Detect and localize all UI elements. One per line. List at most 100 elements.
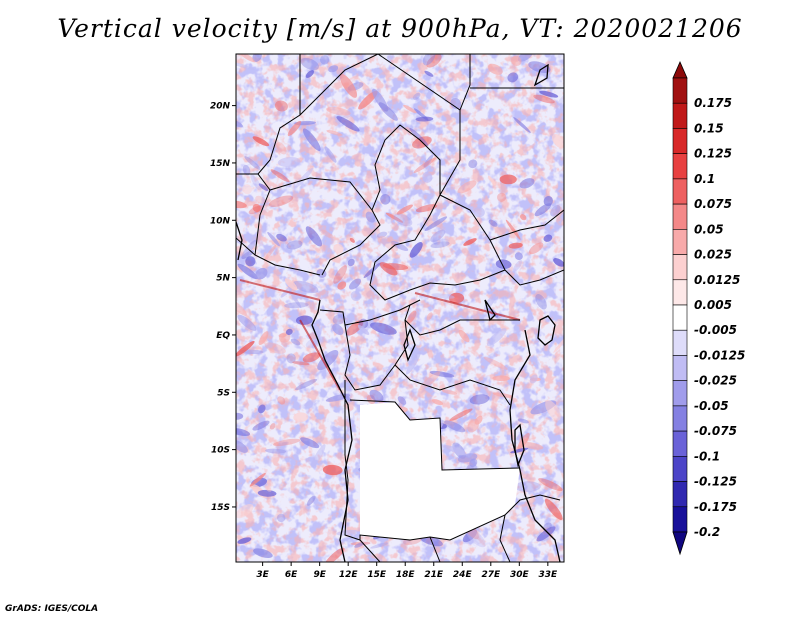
descent-patch: [390, 240, 409, 252]
descent-patch: [486, 328, 507, 347]
descent-patch: [244, 156, 261, 170]
ascent-patch: [415, 204, 438, 213]
descent-patch: [252, 54, 262, 62]
descent-patch: [253, 548, 273, 559]
descent-patch: [258, 404, 266, 414]
descent-patch: [424, 216, 448, 231]
ascent-patch: [320, 229, 334, 239]
ascent-patch: [276, 142, 287, 155]
colorbar-label: -0.005: [694, 323, 737, 337]
descent-patch: [317, 350, 339, 371]
ascent-patch: [252, 203, 261, 212]
colorbar-swatch: [672, 128, 688, 154]
descent-patch: [444, 420, 466, 433]
descent-patch: [528, 61, 551, 73]
descent-patch: [267, 231, 280, 247]
ascent-patch: [339, 73, 358, 98]
ascent-patch: [413, 157, 437, 174]
colorbar-label: -0.1: [694, 449, 720, 463]
ascent-patch: [407, 310, 417, 324]
descent-patch: [461, 82, 469, 93]
ascent-patch: [252, 136, 270, 147]
descent-patch: [422, 171, 433, 183]
ascent-patch: [499, 174, 517, 185]
colorbar-label: 0.1: [694, 172, 715, 186]
descent-patch: [295, 378, 318, 391]
ascent-patch: [349, 237, 355, 243]
descent-patch: [553, 88, 564, 110]
descent-patch: [365, 211, 376, 223]
colorbar-swatch: [672, 405, 688, 432]
ascent-patch: [511, 55, 522, 66]
ascent-patch: [302, 352, 321, 363]
x-tick-label: 30E: [510, 570, 530, 580]
descent-patch: [393, 213, 413, 227]
colorbar-swatch: [672, 481, 688, 508]
descent-patch: [284, 302, 309, 309]
y-tick-label: 5S: [217, 388, 230, 398]
descent-patch: [429, 370, 455, 378]
descent-patch: [535, 294, 547, 310]
descent-patch: [534, 203, 552, 217]
colorbar-label: -0.05: [694, 399, 729, 413]
ascent-patch: [278, 332, 291, 343]
colorbar-label: -0.0125: [694, 348, 745, 362]
descent-patch: [430, 241, 450, 249]
descent-patch: [252, 420, 270, 431]
descent-patch: [507, 72, 519, 83]
ascent-patch: [274, 100, 288, 112]
colorbar-swatch: [672, 153, 688, 180]
ascent-patch: [255, 195, 265, 204]
y-tick-label: 20N: [210, 102, 231, 112]
descent-patch: [430, 229, 446, 243]
descent-patch: [488, 219, 498, 227]
ascent-patch: [264, 342, 286, 354]
descent-patch: [258, 183, 269, 192]
descent-patch: [529, 374, 538, 384]
descent-patch: [250, 174, 262, 191]
ascent-patch: [517, 432, 530, 450]
colorbar-swatch: [672, 456, 688, 482]
descent-patch: [495, 259, 512, 269]
ascent-patch: [505, 219, 521, 240]
ascent-patch: [273, 438, 301, 447]
descent-patch: [378, 102, 398, 121]
descent-patch: [245, 256, 256, 267]
descent-patch: [305, 70, 315, 78]
colorbar-swatch: [672, 380, 688, 407]
ascent-patch: [497, 192, 507, 202]
descent-patch: [370, 542, 389, 549]
colorbar-label: -0.2: [694, 525, 720, 539]
x-tick-label: 15E: [367, 570, 387, 580]
descent-patch: [328, 65, 339, 73]
descent-patch: [450, 97, 462, 110]
descent-patch: [324, 146, 337, 163]
descent-patch: [469, 394, 490, 405]
descent-patch: [517, 418, 529, 424]
ascent-patch: [441, 389, 458, 395]
descent-patch: [300, 437, 320, 449]
ascent-patch: [265, 486, 272, 492]
ascent-patch: [431, 399, 444, 406]
ascent-patch: [545, 400, 561, 421]
colorbar-label: 0.0125: [694, 273, 740, 287]
descent-patch: [465, 527, 486, 548]
descent-patch: [277, 157, 301, 167]
ascent-patch: [457, 180, 477, 194]
colorbar-swatch: [672, 77, 688, 104]
ascent-patch: [529, 242, 544, 255]
descent-patch: [295, 167, 314, 188]
convergence-line: [299, 319, 341, 391]
ascent-patch: [337, 281, 347, 290]
ascent-patch: [326, 130, 343, 136]
ascent-patch: [463, 238, 477, 246]
ascent-patch: [520, 441, 544, 450]
descent-patch: [305, 226, 323, 247]
x-tick-label: 9E: [313, 570, 326, 580]
ascent-patch: [379, 262, 398, 276]
ascent-patch: [426, 312, 433, 321]
colorbar-label: 0.05: [694, 222, 724, 236]
descent-patch: [514, 252, 523, 261]
descent-patch: [543, 234, 553, 242]
colorbar-swatch: [672, 279, 688, 306]
